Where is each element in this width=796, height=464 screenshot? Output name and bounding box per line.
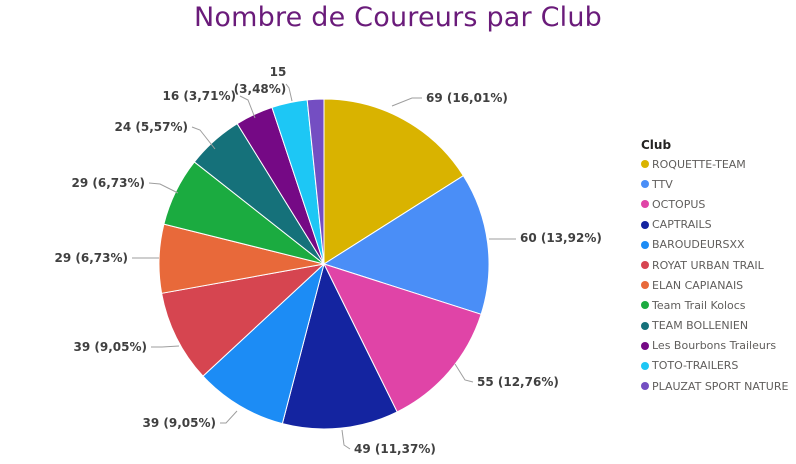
legend-marker-icon bbox=[641, 160, 649, 169]
legend-item-toto-trailers[interactable]: TOTO-TRAILERS bbox=[641, 356, 788, 376]
legend-label: ROQUETTE-TEAM bbox=[652, 157, 746, 171]
pie-slice-baroudeursxx[interactable] bbox=[202, 262, 325, 425]
legend-label: TOTO-TRAILERS bbox=[652, 359, 739, 373]
legend-marker-icon bbox=[641, 341, 649, 350]
legend-marker-icon bbox=[641, 220, 649, 229]
legend-item-roquette-team[interactable]: ROQUETTE-TEAM bbox=[641, 154, 788, 174]
data-label: 49 (11,37%) bbox=[354, 442, 436, 456]
legend-label: Les Bourbons Traileurs bbox=[652, 339, 777, 353]
data-label: 55 (12,76%) bbox=[477, 375, 559, 389]
leader-line bbox=[341, 429, 351, 450]
pie-slice-captrails[interactable] bbox=[281, 262, 398, 430]
pie-slice-ttv[interactable] bbox=[322, 174, 490, 315]
legend-label: TEAM BOLLENIEN bbox=[652, 319, 749, 333]
leader-line bbox=[151, 345, 180, 348]
legend-item-captrails[interactable]: CAPTRAILS bbox=[641, 215, 788, 235]
legend-marker-icon bbox=[641, 382, 649, 391]
leader-line bbox=[148, 182, 179, 194]
legend-item-plauzat-sport-nature[interactable]: PLAUZAT SPORT NATURE bbox=[641, 376, 788, 396]
legend-marker-icon bbox=[641, 240, 649, 249]
leader-line bbox=[239, 95, 256, 119]
data-label: 24 (5,57%) bbox=[115, 120, 188, 134]
pie-slice-roquette-team[interactable] bbox=[323, 98, 465, 265]
data-label: 39 (9,05%) bbox=[74, 340, 147, 354]
legend-label: ELAN CAPIANAIS bbox=[652, 278, 744, 292]
legend-item-team-trail-kolocs[interactable]: Team Trail Kolocs bbox=[641, 295, 788, 315]
data-label: 29 (6,73%) bbox=[72, 176, 145, 190]
legend-marker-icon bbox=[641, 281, 649, 290]
pie-slice-royat-urban-trail[interactable] bbox=[161, 263, 326, 377]
pie-slice-octopus[interactable] bbox=[323, 263, 482, 413]
leader-line bbox=[454, 363, 474, 383]
legend-title: Club bbox=[641, 138, 672, 152]
legend-marker-icon bbox=[641, 321, 649, 330]
leader-line bbox=[285, 83, 293, 102]
legend: Club ROQUETTE-TEAM TTV OCTOPUS CAPTRAILS BAR… bbox=[641, 137, 788, 396]
legend-item-baroudeursxx[interactable]: BAROUDEURSXX bbox=[641, 235, 788, 255]
chart-title: Nombre de Coureurs par Club bbox=[193, 2, 603, 33]
legend-marker-icon bbox=[641, 180, 649, 189]
legend-item-octopus[interactable]: OCTOPUS bbox=[641, 194, 788, 214]
legend-label: ROYAT URBAN TRAIL bbox=[652, 258, 764, 272]
legend-label: CAPTRAILS bbox=[652, 218, 712, 232]
leader-line bbox=[391, 97, 422, 107]
data-label: 16 (3,71%) bbox=[163, 89, 236, 103]
legend-label: TTV bbox=[652, 177, 673, 191]
legend-label: BAROUDEURSXX bbox=[652, 238, 745, 252]
leader-line bbox=[191, 126, 216, 150]
legend-item-team-bollenien[interactable]: TEAM BOLLENIEN bbox=[641, 316, 788, 336]
data-label: 15 (3,48%) bbox=[234, 65, 287, 96]
leader-line bbox=[220, 410, 238, 424]
legend-item-les-bourbons-traileurs[interactable]: Les Bourbons Traileurs bbox=[641, 336, 788, 356]
data-label: 60 (13,92%) bbox=[520, 231, 602, 245]
pie-slice-plauzat-sport-nature[interactable] bbox=[306, 98, 325, 265]
legend-marker-icon bbox=[641, 261, 649, 270]
legend-label: Team Trail Kolocs bbox=[652, 298, 746, 312]
data-label: 69 (16,01%) bbox=[426, 91, 508, 105]
legend-marker-icon bbox=[641, 361, 649, 370]
data-label: 29 (6,73%) bbox=[55, 251, 128, 265]
legend-label: PLAUZAT SPORT NATURE bbox=[652, 379, 789, 393]
legend-marker-icon bbox=[641, 301, 649, 310]
legend-item-ttv[interactable]: TTV bbox=[641, 174, 788, 194]
legend-label: OCTOPUS bbox=[652, 197, 706, 211]
legend-item-royat-urban-trail[interactable]: ROYAT URBAN TRAIL bbox=[641, 255, 788, 275]
legend-marker-icon bbox=[641, 200, 649, 209]
legend-item-elan-capianais[interactable]: ELAN CAPIANAIS bbox=[641, 275, 788, 295]
data-label: 39 (9,05%) bbox=[143, 416, 216, 430]
